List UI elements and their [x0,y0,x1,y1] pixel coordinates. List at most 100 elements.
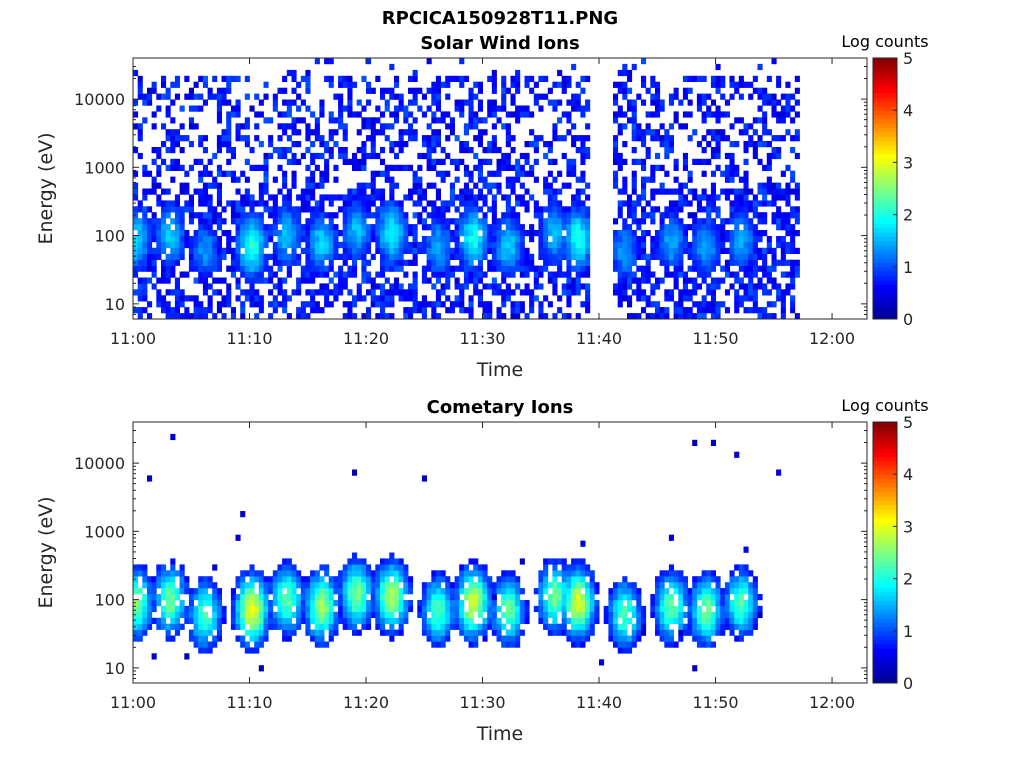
spectrogram-cell [254,641,260,648]
spectrogram-cell [440,206,446,213]
spectrogram-cell [137,307,143,314]
spectrogram-cell [165,200,171,207]
spectrogram-cell [627,277,633,284]
spectrogram-cell [272,247,278,254]
spectrogram-cell [762,283,768,290]
spectrogram-cell [477,265,483,272]
spectrogram-cell [435,576,441,583]
spectrogram-cell [356,576,362,583]
spectrogram-cell [729,218,735,225]
spectrogram-cell [454,224,460,231]
spectrogram-cell [161,188,167,195]
spectrogram-cell [230,170,236,177]
spectrogram-cell [347,158,353,165]
spectrogram-cell [650,594,656,601]
spectrogram-cell [515,307,521,314]
spectrogram-cell [668,641,674,648]
spectrogram-cell [473,623,479,630]
spectrogram-cell [342,105,348,112]
spectrogram-cell [445,277,451,284]
spectrogram-cell [375,194,381,201]
spectrogram-cell [524,605,530,613]
spectrogram-cell [655,87,661,94]
spectrogram-cell [296,283,302,290]
spectrogram-cell [170,158,176,165]
spectrogram-cell [487,99,493,106]
spectrogram-cell [473,570,479,577]
spectrogram-cell [165,253,171,260]
spectrogram-cell [389,594,395,601]
spectrogram-cell [272,295,278,302]
spectrogram-cell [557,588,563,595]
spectrogram-cell [575,570,581,577]
spectrogram-cell [188,605,194,613]
spectrogram-cell [468,611,474,618]
spectrogram-cell [370,576,376,583]
spectrogram-cell [547,212,553,219]
spectrogram-cell [738,277,744,284]
spectrogram-cell [668,224,674,231]
spectrogram-cell [356,236,362,243]
spectrogram-cell [417,164,423,171]
spectrogram-cell [435,206,441,213]
spectrogram-cell [370,230,376,237]
spectrogram-cell [282,576,288,583]
spectrogram-cell [440,611,446,618]
spectrogram-cell [771,93,777,100]
spectrogram-cell [291,152,297,160]
spectrogram-cell [524,81,530,88]
spectrogram-cell [575,212,581,219]
spectrogram-cell [729,123,735,130]
spectrogram-cell [254,259,260,266]
spectrogram-cell [324,141,330,148]
spectrogram-cell [328,236,334,243]
spectrogram-cell [496,313,502,320]
spectrogram-cell [659,212,665,219]
spectrogram-cell [445,283,451,290]
spectrogram-cell [431,182,437,189]
spectrogram-cell [161,611,167,618]
colorbar-segment [873,543,897,549]
spectrogram-cell [501,253,507,260]
spectrogram-cell [543,600,549,607]
spectrogram-cell [682,600,688,607]
colorbar-segment [873,184,897,189]
spectrogram-cell [645,111,651,118]
spectrogram-cell [156,147,162,154]
spectrogram-cell [710,301,716,308]
spectrogram-cell [254,265,260,272]
colorbar-segment [873,669,897,675]
spectrogram-cell [440,111,446,118]
colorbar-tick-label: 2 [903,206,913,225]
spectrogram-cell [282,295,288,302]
spectrogram-cell [291,129,297,136]
spectrogram-cell [552,313,558,320]
spectrogram-cell [752,307,758,314]
spectrogram-cell [454,277,460,284]
spectrogram-cell [566,594,572,601]
spectrogram-cell [445,241,451,249]
spectrogram-cell [310,170,316,177]
spectrogram-cell [347,605,353,613]
spectrogram-cell [636,635,642,642]
spectrogram-cell [468,307,474,314]
spectrogram-cell [394,582,400,589]
spectrogram-cell [538,271,544,278]
spectrogram-cell [622,611,628,618]
spectrogram-cell [552,194,558,201]
spectrogram-cell [398,564,404,571]
spectrogram-cell [668,218,674,225]
spectrogram-cell [487,594,493,601]
spectrogram-cell [272,105,278,112]
spectrogram-cell [724,600,730,607]
spectrogram-cell [198,617,204,624]
spectrogram-cell [580,152,586,160]
spectrogram-cell [701,623,707,630]
spectrogram-cell [421,194,427,201]
spectrogram-cell [272,194,278,201]
spectrogram-cell [790,188,796,195]
spectrogram-cell [324,212,330,219]
spectrogram-cell [380,301,386,308]
spectrogram-cell [370,611,376,618]
spectrogram-cell [435,141,441,148]
